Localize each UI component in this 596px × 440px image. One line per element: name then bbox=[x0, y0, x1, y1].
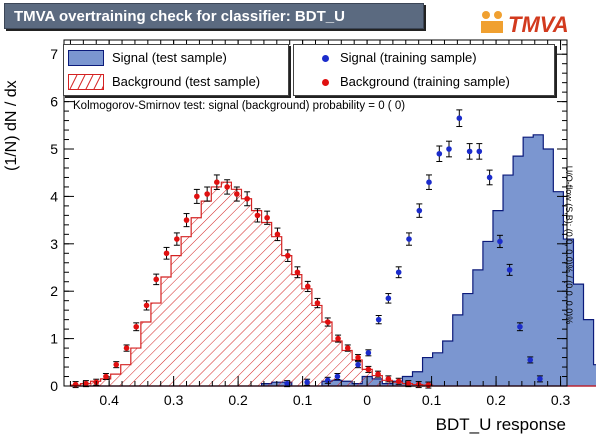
legend-item-background-train: Background (training sample) bbox=[294, 71, 554, 93]
legend-label-signal-train: Signal (training sample) bbox=[340, 50, 477, 65]
signal-train-point bbox=[355, 361, 361, 368]
x-axis-label: BDT_U response bbox=[435, 415, 566, 434]
x-tick-label: 0.1 bbox=[293, 392, 313, 408]
y-tick-label: 5 bbox=[50, 141, 58, 157]
background-train-point bbox=[234, 191, 240, 197]
ks-test-annotation: Kolmogorov-Smirnov test: signal (backgro… bbox=[73, 100, 406, 112]
x-tick-label: 0 bbox=[363, 392, 371, 408]
signal-train-point bbox=[365, 350, 372, 356]
background-train-point bbox=[304, 283, 311, 290]
y-tick-label: 3 bbox=[50, 236, 58, 252]
background-train-point bbox=[183, 217, 190, 223]
background-train-point bbox=[375, 371, 381, 377]
legend-swatch-signal-test bbox=[68, 50, 104, 66]
x-tick-label: 0.1 bbox=[422, 392, 442, 408]
signal-train-point bbox=[517, 323, 523, 330]
y-tick-label: 1 bbox=[50, 331, 58, 347]
legend-item-background-test: Background (test sample) bbox=[64, 71, 288, 93]
signal-train-point bbox=[436, 150, 443, 157]
legend-train: Signal (training sample) Background (tra… bbox=[293, 44, 555, 96]
background-train-point bbox=[153, 276, 160, 283]
background-train-point bbox=[254, 212, 261, 219]
signal-train-point bbox=[537, 376, 543, 382]
legend-swatch-background-test bbox=[68, 74, 104, 90]
background-train-point bbox=[324, 319, 331, 325]
background-train-point bbox=[103, 373, 109, 380]
background-train-point bbox=[344, 345, 351, 351]
overflow-note: U/O-flow (S,B): (0.0, 0.0)% / (0.0, 0.0)… bbox=[564, 165, 574, 325]
x-tick-label: 0.2 bbox=[228, 392, 248, 408]
background-train-point bbox=[214, 179, 220, 185]
background-train-point bbox=[385, 376, 392, 382]
signal-train-point bbox=[476, 148, 483, 155]
background-train-point bbox=[113, 361, 120, 368]
legend-label-signal-test: Signal (test sample) bbox=[112, 50, 227, 65]
signal-train-point bbox=[497, 238, 503, 245]
signal-train-point bbox=[466, 148, 473, 155]
legend-label-background-test: Background (test sample) bbox=[112, 74, 261, 89]
background-train-point bbox=[274, 231, 281, 238]
legend-marker-signal-train bbox=[322, 55, 329, 62]
y-tick-label: 4 bbox=[50, 188, 58, 204]
x-tick-label: 0.3 bbox=[551, 392, 571, 408]
signal-train-point bbox=[527, 357, 534, 363]
background-train-point bbox=[204, 191, 210, 197]
signal-train-point bbox=[506, 267, 513, 273]
background-train-point bbox=[405, 380, 412, 387]
background-train-point bbox=[314, 300, 321, 306]
background-train-point bbox=[194, 193, 200, 200]
signal-train-point bbox=[486, 174, 493, 181]
legend-marker-background-train bbox=[322, 79, 329, 86]
background-train-point bbox=[72, 381, 79, 388]
tmva-logo: TMVA bbox=[478, 8, 588, 38]
signal-train-point bbox=[334, 373, 341, 380]
legend-test: Signal (test sample) Background (test sa… bbox=[63, 44, 289, 96]
signal-train-point bbox=[446, 146, 452, 152]
x-tick-label: 0.3 bbox=[164, 392, 184, 408]
background-train-point bbox=[244, 195, 250, 202]
signal-train-point bbox=[284, 380, 290, 387]
background-train-point bbox=[335, 335, 341, 342]
signal-train-point bbox=[456, 115, 463, 122]
signal-train-point bbox=[416, 207, 423, 214]
legend-label-background-train: Background (training sample) bbox=[340, 74, 510, 89]
background-train-point bbox=[83, 380, 89, 387]
y-axis-label: (1/N) dN / dx bbox=[3, 80, 20, 171]
background-train-point bbox=[365, 366, 372, 373]
signal-train-point bbox=[426, 179, 432, 185]
legend-item-signal-train: Signal (training sample) bbox=[294, 47, 554, 69]
background-train-point bbox=[294, 269, 301, 276]
x-tick-label: 0.2 bbox=[486, 392, 506, 408]
tmva-logo-text: TMVA bbox=[508, 12, 569, 37]
background-train-point bbox=[143, 302, 150, 309]
background-train-point bbox=[133, 323, 140, 330]
signal-train-point bbox=[304, 379, 310, 386]
background-train-point bbox=[355, 354, 361, 361]
background-train-point bbox=[264, 214, 270, 221]
tmva-logo-icon bbox=[481, 11, 503, 33]
signal-train-point bbox=[324, 377, 331, 384]
signal-train-point bbox=[385, 295, 392, 302]
signal-train-point bbox=[406, 236, 412, 242]
plot-title: TMVA overtraining check for classifier: … bbox=[4, 3, 424, 29]
background-train-point bbox=[123, 345, 130, 351]
y-tick-label: 7 bbox=[50, 46, 58, 62]
background-train-point bbox=[224, 184, 230, 190]
legend-item-signal-test: Signal (test sample) bbox=[64, 47, 288, 69]
signal-train-point bbox=[395, 269, 402, 276]
y-tick-label: 0 bbox=[50, 378, 58, 394]
signal-train-point bbox=[375, 316, 382, 323]
y-tick-label: 2 bbox=[50, 283, 58, 299]
background-train-point bbox=[163, 250, 170, 257]
background-train-point bbox=[425, 382, 432, 388]
background-train-point bbox=[174, 236, 180, 242]
y-tick-label: 6 bbox=[50, 94, 58, 110]
x-tick-label: 0.4 bbox=[99, 392, 119, 408]
background-train-point bbox=[284, 252, 291, 259]
background-train-point bbox=[395, 378, 402, 385]
